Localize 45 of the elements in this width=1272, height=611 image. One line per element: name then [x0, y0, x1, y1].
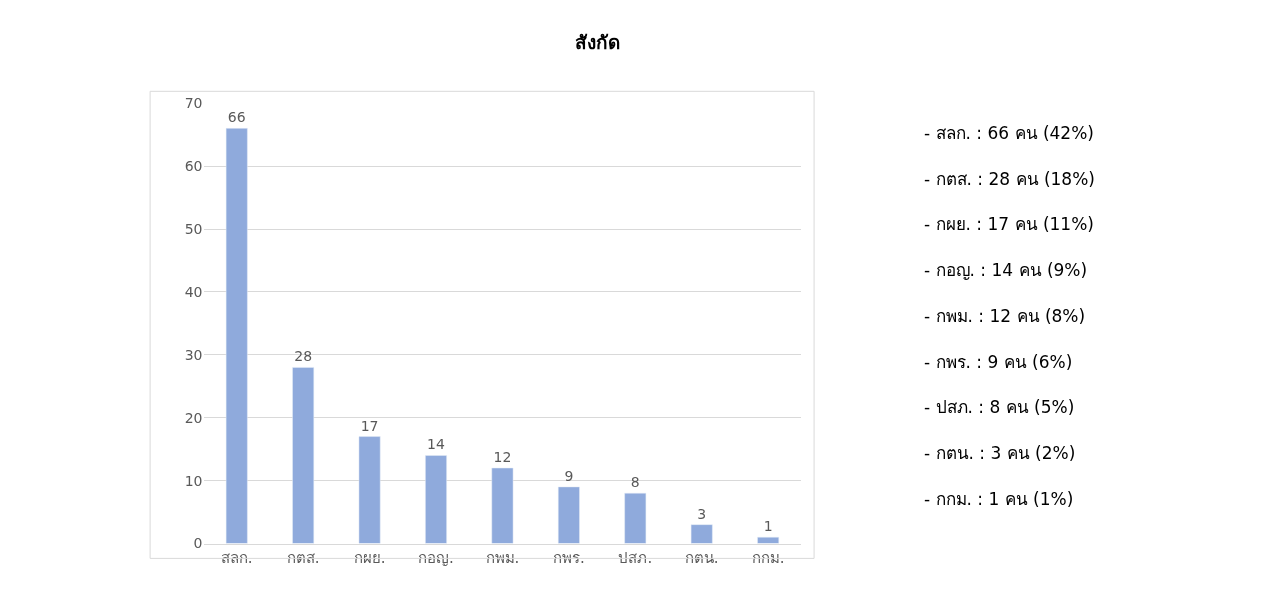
y-tick-label: 0	[193, 535, 203, 552]
data-label: 9	[564, 467, 574, 484]
chart-title: สังกัด	[575, 31, 621, 54]
data-label: 14	[427, 436, 445, 453]
text: - กพม. : 12 คน (8%)	[924, 306, 1086, 326]
text: - กพร. : 9 คน (6%)	[924, 352, 1073, 372]
x-tick-label: สลก.	[220, 548, 253, 567]
x-tick-label: กตส.	[286, 548, 320, 567]
bar	[757, 536, 780, 544]
x-tick-label: กผย.	[353, 548, 386, 567]
bar	[358, 436, 381, 544]
text: - สลก. : 66 คน (42%)	[924, 123, 1094, 143]
x-tick-label: กตน.	[684, 548, 719, 567]
x-tick-label: กพร.	[552, 548, 585, 567]
y-tick-label: 10	[184, 472, 203, 489]
data-label: 8	[630, 474, 640, 491]
y-tick-label: 40	[184, 283, 203, 300]
data-label: 3	[697, 505, 707, 522]
data-label: 12	[493, 449, 512, 466]
text: - กอญ. : 14 คน (9%)	[924, 260, 1088, 280]
y-tick-label: 70	[184, 95, 203, 112]
data-label: 17	[360, 417, 379, 434]
text: - กกม. : 1 คน (1%)	[924, 489, 1074, 509]
bar	[425, 455, 447, 544]
x-tick-label: กกม.	[751, 548, 785, 567]
text: - กตน. : 3 คน (2%)	[924, 443, 1076, 463]
data-label: 1	[763, 518, 773, 535]
text: - กผย. : 17 คน (11%)	[924, 214, 1094, 234]
bar	[225, 128, 248, 544]
y-tick-label: 60	[184, 158, 203, 174]
x-tick-label: กพม.	[485, 548, 520, 567]
y-tick-label: 50	[184, 220, 203, 237]
x-tick-label: กอญ.	[418, 548, 454, 567]
x-tick-label: ปสภ.	[618, 548, 653, 567]
bar	[292, 367, 315, 544]
text: - กตส. : 28 คน (18%)	[924, 169, 1095, 189]
data-label: 28	[294, 348, 313, 365]
data-label: 66	[227, 109, 246, 126]
bar	[491, 467, 514, 544]
y-tick-label: 30	[184, 346, 203, 363]
bar	[690, 524, 713, 544]
text: - ปสภ. : 8 คน (5%)	[924, 397, 1075, 417]
y-tick-label: 20	[184, 409, 203, 426]
bar	[557, 486, 580, 544]
bar	[624, 492, 647, 544]
